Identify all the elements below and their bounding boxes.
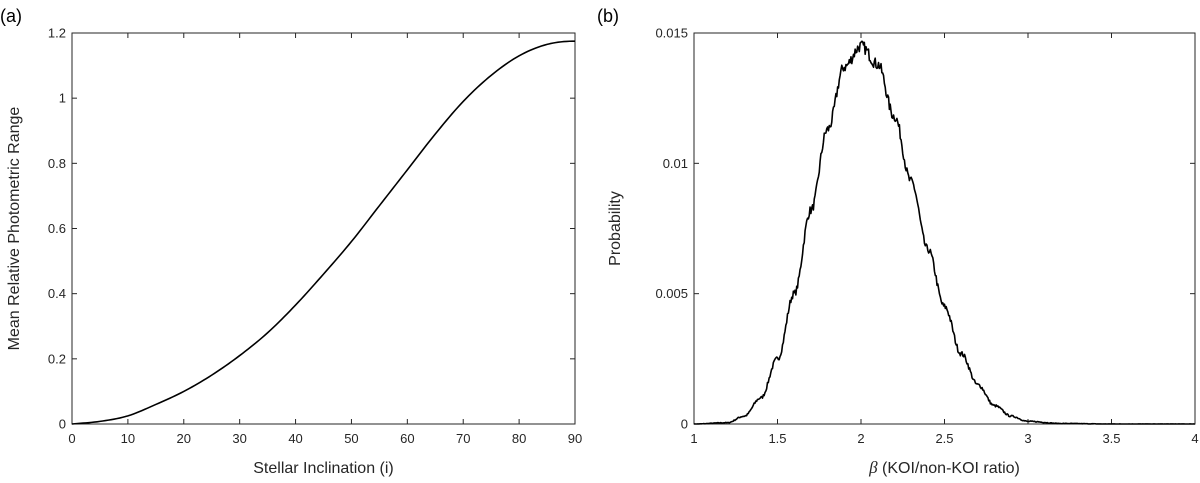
panel-b-xlabel-symbol: β [868,458,878,477]
panel-a-xtick-label: 40 [288,431,302,446]
panel-a-ytick-label: 1 [59,91,66,106]
panel-a-ytick-label: 0 [59,417,66,432]
panel-a-label: (a) [0,6,22,26]
panel-a-xtick-label: 10 [121,431,135,446]
panel-a-xlabel: Stellar Inclination (i) [253,460,394,477]
panel-b-xlabel-text: (KOI/non-KOI ratio) [878,460,1020,477]
panel-a-xtick-label: 90 [568,431,582,446]
panel-b-ylabel: Probability [607,191,624,266]
panel-a-ticks: 0 10 20 30 40 50 60 70 80 90 0 0.2 0.4 0.6 0.8 1 1.2 [48,26,582,447]
panel-b-ytick-label: 0 [681,417,688,432]
panel-b-xtick-label: 3 [1024,431,1031,446]
panel-a-ytick-label: 0.6 [48,221,66,236]
panel-b-series [693,40,1195,425]
panel-b-line [693,40,1195,425]
panel-b-plot-frame [693,32,1196,425]
panel-a-ylabel: Mean Relative Photometric Range [6,107,23,351]
panel-b-ticks: 1 1.5 2 2.5 3 3.5 4 0 0.005 0.01 0.015 [655,26,1198,447]
panel-a: (a) 0 10 20 30 40 50 60 70 80 90 0 0.2 0.4 0.6 0.8 1 1.2… [0,6,582,477]
panel-b: (b) 1 1.5 2 2.5 3 3.5 4 0 0.005 0.01 0.015 β (KOI/… [597,6,1199,477]
panel-b-label: (b) [597,6,619,26]
panel-a-ytick-label: 1.2 [48,26,66,41]
panel-a-ytick-label: 0.8 [48,156,66,171]
panel-b-ytick-label: 0.005 [655,286,688,301]
panel-b-xtick-label: 4 [1191,431,1198,446]
panel-a-xtick-label: 70 [456,431,470,446]
panel-a-ytick-label: 0.2 [48,351,66,366]
panel-b-xtick-label: 3.5 [1102,431,1120,446]
panel-b-xtick-label: 1 [690,431,697,446]
panel-a-xtick-label: 50 [344,431,358,446]
panel-b-ytick-label: 0.015 [655,26,688,41]
panel-a-plot-frame [71,32,576,425]
panel-b-xtick-label: 2.5 [935,431,953,446]
panel-a-xtick-label: 20 [177,431,191,446]
panel-a-series [71,40,576,425]
panel-a-line [71,40,576,425]
panel-b-xtick-label: 2 [857,431,864,446]
panel-a-xtick-label: 60 [400,431,414,446]
panel-b-xlabel: β (KOI/non-KOI ratio) [868,458,1020,477]
panel-a-xtick-label: 0 [68,431,75,446]
panel-a-xtick-label: 30 [232,431,246,446]
panel-a-ytick-label: 0.4 [48,286,66,301]
panel-a-xtick-label: 80 [512,431,526,446]
panel-b-xtick-label: 1.5 [768,431,786,446]
panel-b-ytick-label: 0.01 [663,156,688,171]
